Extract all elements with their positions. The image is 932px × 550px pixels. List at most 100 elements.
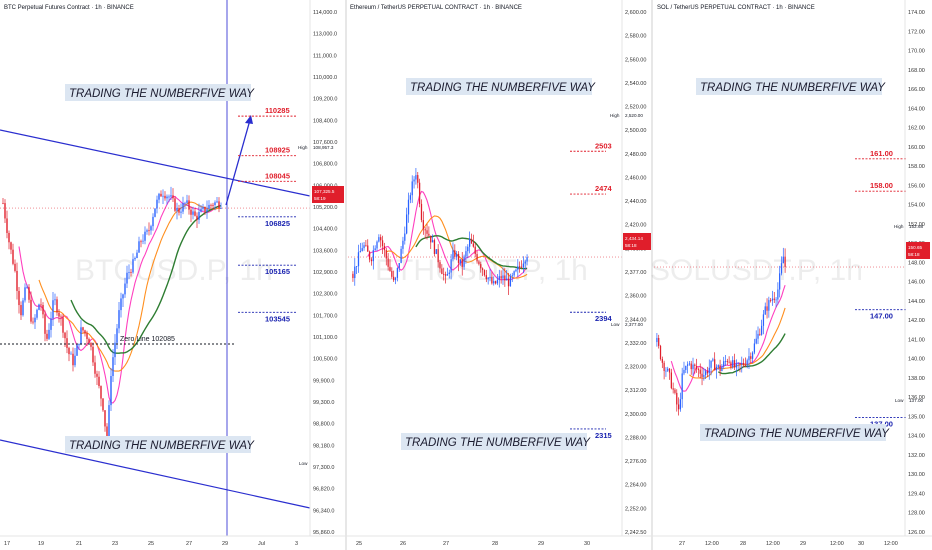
eth-candle (478, 261, 480, 265)
eth-y-tick: 2,440.00 (625, 199, 646, 205)
btc-high-marker: High 108,957.3 (298, 145, 334, 150)
btc-y-tick: 101,700.0 (313, 313, 337, 319)
btc-candle (174, 198, 176, 211)
eth-x-tick: 26 (400, 541, 406, 547)
btc-candle (28, 287, 30, 300)
sol-moving-average (670, 285, 786, 392)
btc-candle (202, 206, 204, 209)
btc-candle (10, 242, 12, 250)
eth-y-tick: 2,520.00 (625, 105, 646, 111)
sol-x-tick: 12:00 (884, 541, 898, 547)
svg-text:2,434.14: 2,434.14 (625, 236, 643, 241)
sol-candle (692, 364, 694, 370)
eth-candle (437, 249, 439, 263)
sol-candle (695, 365, 698, 370)
sol-candle (665, 370, 667, 372)
btc-x-tick: 19 (38, 541, 44, 547)
eth-candle (355, 266, 358, 267)
eth-candle (367, 245, 369, 252)
sol-brand-top-box (696, 78, 882, 95)
btc-candle (116, 328, 118, 343)
btc-candle (34, 317, 36, 323)
sol-y-tick: 134.00 (908, 434, 925, 440)
btc-level-label: 108925 (265, 146, 290, 155)
sol-candle (724, 361, 727, 362)
btc-candle (130, 272, 132, 273)
eth-chart-title: Ethereum / TetherUS PERPETUAL CONTRACT ·… (350, 5, 522, 11)
btc-y-tick: 98,800.0 (313, 422, 334, 428)
btc-candle (22, 300, 24, 316)
eth-y-tick: 2,242.50 (625, 530, 646, 536)
eth-low-marker: Low 2,377.00 (611, 322, 643, 327)
btc-level-label: 110285 (265, 106, 290, 115)
btc-x-tick: 23 (112, 541, 118, 547)
btc-x-tick: 3 (295, 541, 298, 547)
svg-text:58:19: 58:19 (314, 196, 326, 201)
btc-y-tick: 97,300.0 (313, 465, 334, 471)
btc-candle (76, 345, 78, 356)
sol-low-value: 137.00 (909, 398, 923, 403)
eth-candle (426, 230, 428, 234)
btc-candle (8, 232, 10, 243)
eth-candle (417, 175, 419, 183)
sol-candle (714, 359, 716, 371)
sol-y-tick: 142.00 (908, 318, 925, 324)
btc-price-axis[interactable]: 114,000.0 113,000.0 111,000.0 110,000.0 109,… (313, 10, 337, 536)
btc-x-tick: 27 (186, 541, 192, 547)
btc-candle (90, 342, 92, 347)
sol-candle (746, 360, 748, 366)
sol-moving-average (718, 333, 786, 375)
sol-candle (694, 364, 696, 366)
btc-candle (124, 283, 126, 295)
sol-y-tick: 135.00 (908, 414, 925, 420)
btc-lower-trendline (0, 439, 311, 509)
sol-y-tick: 144.00 (908, 299, 925, 305)
eth-candle (435, 249, 437, 254)
sol-x-tick: 29 (800, 541, 806, 547)
eth-candle (463, 256, 465, 267)
eth-candle (368, 251, 371, 260)
sol-candle (697, 369, 700, 370)
sol-candle (766, 306, 768, 311)
btc-candle (6, 218, 8, 233)
eth-candle (380, 237, 382, 241)
btc-time-axis[interactable]: 17 19 21 23 25 27 29 Jul 3 (4, 541, 298, 547)
eth-candle (411, 181, 413, 196)
btc-candle (142, 240, 144, 242)
eth-price-axis[interactable]: 2,600.00 2,580.00 2,560.00 2,540.00 2,520.00… (625, 10, 646, 536)
eth-candle (457, 253, 460, 263)
eth-time-axis[interactable]: 25 26 27 28 29 30 (356, 541, 590, 547)
eth-candle (406, 214, 408, 234)
btc-candle (128, 272, 130, 273)
sol-y-tick: 132.00 (908, 453, 925, 459)
btc-candle (2, 203, 4, 204)
sol-price-axis[interactable]: 174.00 172.00 170.00 168.00 166.00 164.00 162.… (908, 10, 925, 536)
btc-level-label: 106825 (265, 219, 290, 228)
btc-candle (96, 373, 98, 377)
btc-brand-top: TRADING THE NUMBERFIVE WAY (69, 88, 255, 100)
sol-candle (739, 363, 741, 365)
btc-candle (46, 333, 48, 339)
eth-y-tick: 2,288.00 (625, 435, 646, 441)
eth-candle (378, 237, 380, 242)
eth-level-label: 2315 (595, 431, 612, 440)
sol-y-tick: 168.00 (908, 68, 925, 74)
svg-text:High: High (610, 113, 620, 118)
btc-candle (210, 204, 212, 206)
svg-text:150.65: 150.65 (908, 245, 922, 250)
btc-candle (52, 300, 54, 319)
btc-candle (198, 211, 200, 220)
sol-candle (737, 363, 739, 364)
sol-y-tick: 158.00 (908, 164, 925, 170)
eth-brand-bottom: TRADING THE NUMBERFIVE WAY (405, 437, 591, 449)
eth-level-label: 2474 (595, 184, 613, 193)
btc-candle (182, 203, 184, 212)
btc-candle (68, 347, 70, 355)
sol-candles (656, 247, 786, 416)
btc-candle (152, 216, 154, 227)
sol-candle (690, 363, 692, 370)
eth-y-tick: 2,560.00 (625, 57, 646, 63)
eth-candle (357, 252, 360, 267)
sol-time-axis[interactable]: 27 12:00 28 12:00 29 12:00 30 12:00 (679, 541, 898, 547)
